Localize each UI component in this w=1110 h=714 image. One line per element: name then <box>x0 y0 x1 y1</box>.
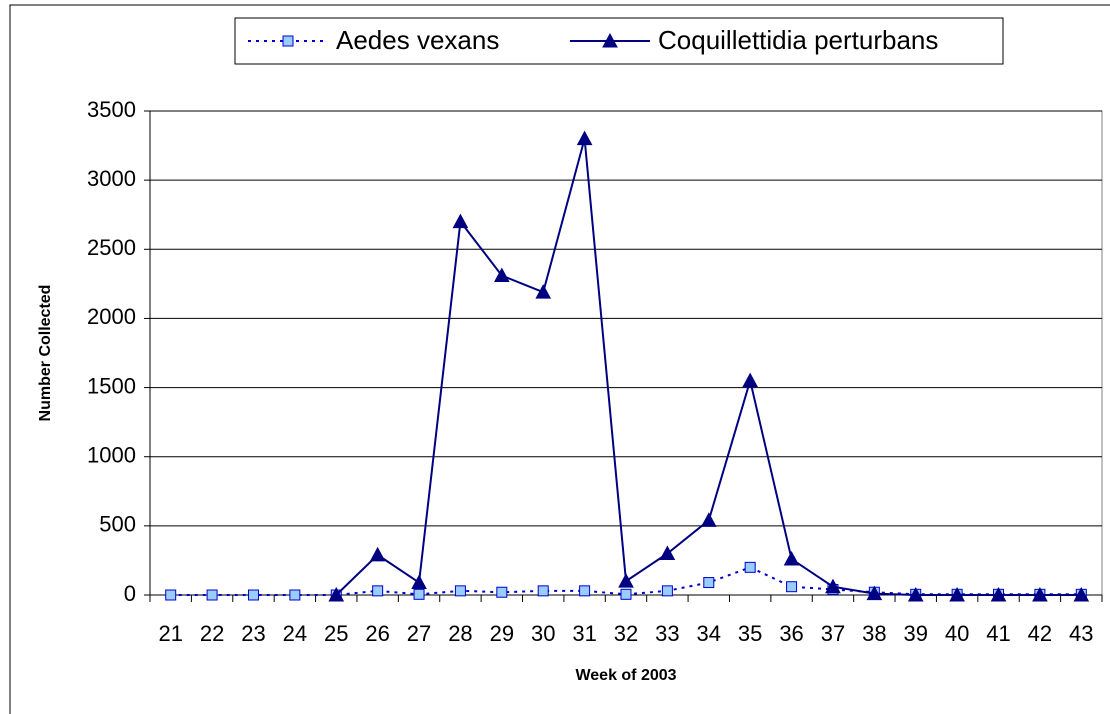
point <box>579 585 591 597</box>
x-tick-label: 23 <box>241 621 265 646</box>
point <box>206 589 218 601</box>
point <box>1032 586 1048 602</box>
x-tick-label: 27 <box>407 621 431 646</box>
point <box>496 586 508 598</box>
point <box>786 581 798 593</box>
y-tick-label: 0 <box>124 581 136 606</box>
x-tick-label: 41 <box>986 621 1010 646</box>
y-tick-label: 3500 <box>87 97 136 122</box>
point <box>742 372 759 388</box>
point <box>535 284 552 299</box>
x-tick-label: 34 <box>697 621 721 646</box>
y-tick-label: 2500 <box>87 235 136 260</box>
legend-marker <box>282 35 294 47</box>
point <box>454 585 466 597</box>
point <box>452 213 469 229</box>
point <box>328 586 345 602</box>
point <box>1073 586 1090 602</box>
x-tick-label: 25 <box>324 621 348 646</box>
point <box>618 573 634 588</box>
y-tick-label: 1000 <box>87 443 136 468</box>
point <box>413 588 425 600</box>
x-tick-label: 37 <box>821 621 845 646</box>
x-tick-label: 32 <box>614 621 638 646</box>
x-tick-label: 26 <box>365 621 389 646</box>
point <box>576 130 593 146</box>
x-tick-label: 22 <box>200 621 224 646</box>
x-axis-title: Week of 2003 <box>575 667 676 684</box>
legend-label: Aedes vexans <box>336 25 499 55</box>
point <box>907 586 924 602</box>
y-tick-label: 500 <box>99 512 136 537</box>
x-tick-label: 36 <box>779 621 803 646</box>
point <box>659 545 676 561</box>
point <box>744 561 756 573</box>
x-tick-label: 40 <box>945 621 969 646</box>
x-tick-label: 28 <box>448 621 472 646</box>
point <box>537 585 549 597</box>
point <box>372 585 384 597</box>
point <box>990 586 1007 602</box>
x-tick-label: 31 <box>572 621 596 646</box>
point <box>247 589 259 601</box>
point <box>783 550 800 566</box>
point <box>661 585 673 597</box>
x-tick-label: 35 <box>738 621 762 646</box>
point <box>289 589 301 601</box>
legend-marker <box>602 32 618 48</box>
point <box>700 512 717 527</box>
y-tick-label: 2000 <box>87 304 136 329</box>
point <box>369 546 386 562</box>
y-tick-label: 1500 <box>87 373 136 398</box>
legend-label: Coquillettidia perturbans <box>658 25 938 55</box>
x-tick-label: 24 <box>283 621 307 646</box>
y-axis-title: Number Collected <box>37 285 54 422</box>
x-tick-label: 39 <box>903 621 927 646</box>
point <box>411 574 427 590</box>
x-tick-label: 38 <box>862 621 886 646</box>
x-tick-label: 30 <box>531 621 555 646</box>
x-tick-label: 29 <box>490 621 514 646</box>
x-tick-label: 43 <box>1069 621 1093 646</box>
point <box>620 588 632 600</box>
chart-border <box>9 4 1110 714</box>
x-tick-label: 33 <box>655 621 679 646</box>
point <box>703 577 715 589</box>
plot-area <box>149 110 1103 596</box>
point <box>493 267 510 283</box>
point <box>949 586 965 602</box>
point <box>825 578 841 594</box>
y-tick-label: 3000 <box>87 166 136 191</box>
point <box>866 585 883 601</box>
x-tick-label: 42 <box>1028 621 1052 646</box>
point <box>165 589 177 601</box>
x-tick-label: 21 <box>158 621 182 646</box>
